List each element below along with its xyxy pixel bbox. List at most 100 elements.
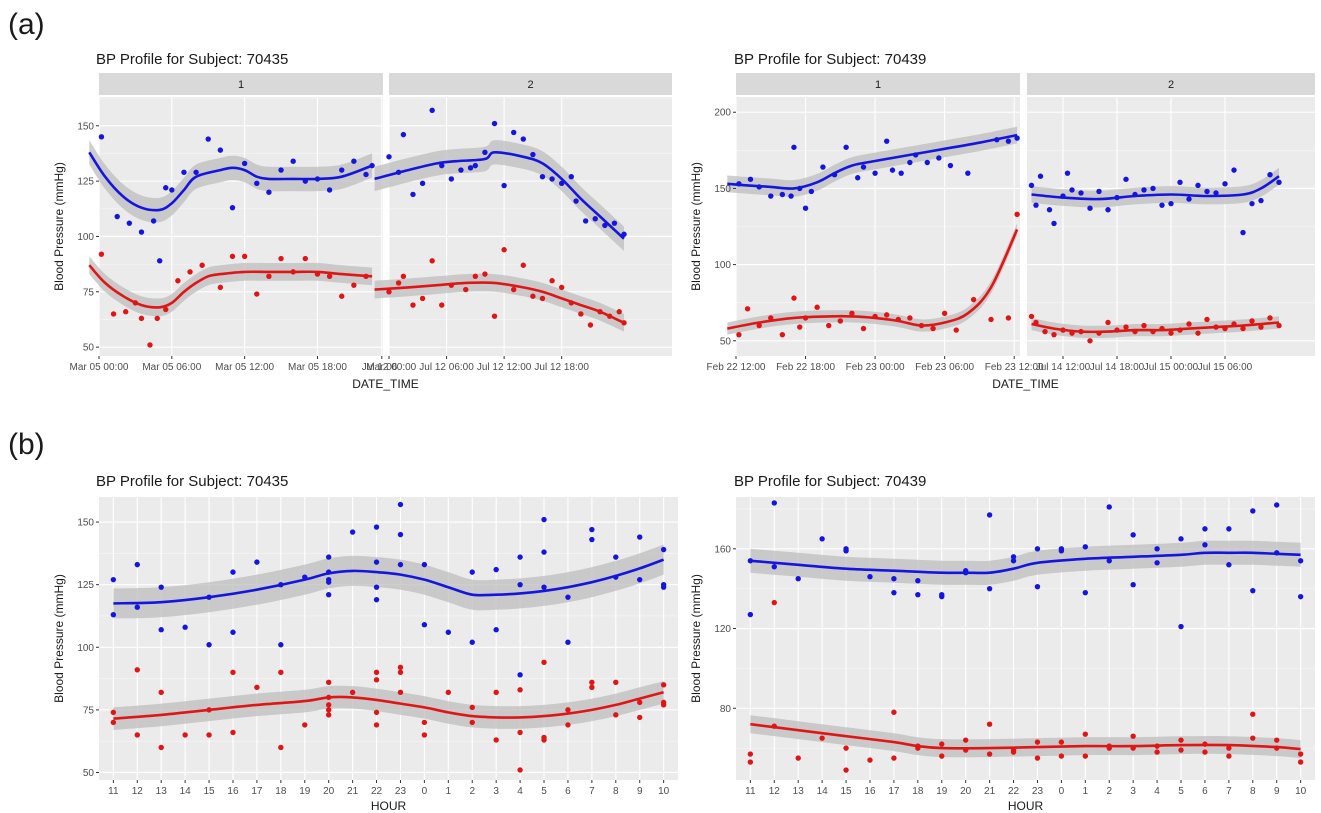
systolic-point [1033, 202, 1039, 208]
systolic-point [429, 107, 435, 113]
diastolic-point [1042, 328, 1048, 335]
systolic-point [891, 576, 897, 582]
x-tick-label: 9 [1274, 786, 1280, 797]
y-tick-label: 50 [83, 768, 95, 779]
x-tick-label: Mar 05 00:00 [70, 362, 129, 373]
confidence-band [750, 540, 1301, 586]
diastolic-point [501, 247, 507, 253]
diastolic-point [187, 269, 193, 275]
systolic-point [241, 160, 248, 167]
diastolic-point [199, 262, 205, 268]
systolic-point [110, 612, 117, 618]
systolic-point [421, 561, 428, 568]
diastolic-point [1226, 745, 1232, 751]
x-tick-label: 18 [275, 786, 287, 797]
diastolic-point [1250, 735, 1256, 741]
diastolic-point [791, 295, 797, 301]
diastolic-point [445, 689, 452, 696]
diastolic-point [988, 316, 994, 323]
systolic-point [230, 629, 236, 635]
systolic-point [541, 584, 547, 590]
diastolic-point [1058, 739, 1065, 745]
diastolic-point [1123, 324, 1129, 330]
systolic-point [860, 164, 867, 170]
systolic-point [1177, 179, 1183, 186]
x-tick-label: Feb 22 18:00 [776, 362, 835, 373]
diastolic-point [1087, 338, 1093, 344]
diastolic-point [517, 767, 523, 773]
systolic-point [98, 134, 105, 140]
diastolic-point [1168, 330, 1174, 336]
diastolic-point [1186, 321, 1192, 327]
systolic-point [1154, 560, 1160, 566]
diastolic-point [302, 722, 308, 728]
systolic-point [549, 176, 555, 182]
systolic-point [867, 574, 873, 580]
diastolic-point [110, 719, 117, 726]
systolic-point [1159, 202, 1165, 208]
systolic-point [1010, 554, 1017, 560]
systolic-point [568, 173, 574, 180]
systolic-point [386, 154, 392, 160]
systolic-point [445, 629, 452, 635]
x-tick-label: 14 [180, 786, 192, 797]
systolic-fit-line [727, 133, 1018, 190]
diastolic-fit-line [1031, 321, 1280, 334]
diastolic-point [182, 732, 188, 738]
x-tick-label: Feb 23 00:00 [846, 362, 905, 373]
diastolic-point [660, 702, 667, 708]
diastolic-point [229, 253, 236, 260]
diastolic-point [549, 278, 555, 284]
diastolic-point [736, 331, 742, 338]
systolic-point [808, 188, 815, 195]
systolic-point [795, 576, 801, 582]
systolic-point [397, 531, 404, 538]
systolic-point [1150, 185, 1156, 192]
systolic-point [915, 578, 921, 584]
systolic-point [1064, 170, 1071, 176]
diastolic-point [756, 322, 762, 329]
systolic-point [1078, 190, 1084, 196]
systolic-point [771, 564, 777, 570]
chart-b-right: BP Profile for Subject: 70439 Blood Press… [689, 473, 1043, 813]
x-tick-label: 17 [251, 786, 263, 797]
diastolic-point [138, 315, 145, 322]
systolic-point [986, 512, 993, 518]
systolic-point [747, 611, 754, 618]
x-tick-label: 7 [589, 786, 595, 797]
systolic-point [1005, 138, 1012, 144]
systolic-point [254, 180, 260, 187]
systolic-point [637, 576, 643, 583]
systolic-point [1202, 542, 1208, 548]
systolic-fit-line [1031, 175, 1280, 201]
systolic-point [1274, 502, 1280, 508]
diastolic-point [843, 745, 849, 751]
diastolic-point [613, 679, 619, 686]
systolic-point [467, 165, 474, 171]
diastolic-point [744, 306, 751, 312]
systolic-point [351, 158, 357, 164]
chart-a-right: BP Profile for Subject: 70439 Blood Press… [689, 51, 1059, 391]
plot-background [389, 97, 672, 356]
chart-title: BP Profile for Subject: 70439 [734, 51, 926, 68]
confidence-band [113, 544, 664, 619]
systolic-point [158, 584, 164, 590]
x-tick-label: 5 [541, 786, 547, 797]
systolic-point [156, 258, 163, 264]
systolic-point [469, 569, 475, 575]
x-tick-label: Jul 12 12:00 [477, 362, 532, 373]
plot-background [99, 497, 678, 780]
diastolic-point [421, 732, 428, 738]
systolic-point [541, 549, 547, 555]
diastolic-point [1240, 325, 1246, 332]
diastolic-point [970, 296, 977, 303]
diastolic-point [1178, 747, 1184, 753]
y-tick-label: 75 [83, 705, 95, 716]
diastolic-point [1058, 753, 1065, 759]
systolic-point [1178, 623, 1184, 630]
systolic-point [621, 231, 627, 237]
diastolic-point [1297, 751, 1304, 757]
x-tick-label: 19 [936, 786, 948, 797]
systolic-point [602, 222, 608, 229]
diastolic-point [325, 712, 332, 718]
